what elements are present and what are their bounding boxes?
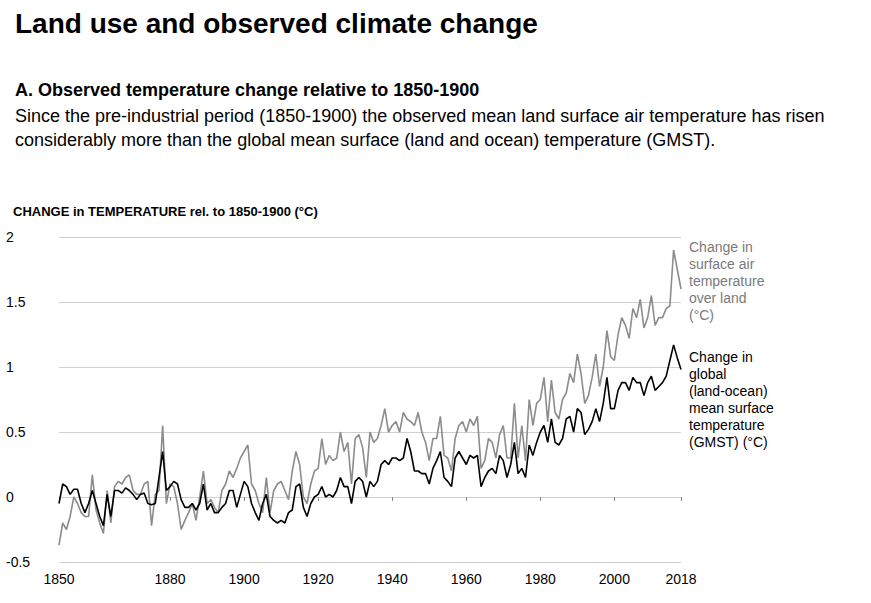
svg-text:surface air: surface air (689, 256, 758, 272)
svg-text:1900: 1900 (229, 571, 260, 587)
svg-text:1: 1 (6, 359, 14, 375)
svg-text:Since the pre-industrial perio: Since the pre-industrial period (1850-19… (15, 106, 829, 126)
svg-text:1850: 1850 (43, 571, 74, 587)
svg-text:2018: 2018 (665, 571, 696, 587)
svg-text:over land: over land (689, 290, 750, 306)
svg-text:(land-ocean): (land-ocean) (689, 383, 772, 399)
svg-text:2: 2 (6, 229, 14, 245)
svg-text:1960: 1960 (451, 571, 482, 587)
svg-text:2000: 2000 (599, 571, 630, 587)
svg-text:Change in: Change in (689, 239, 757, 255)
svg-text:CHANGE in TEMPERATURE rel. to: CHANGE in TEMPERATURE rel. to 1850-1900 … (13, 204, 318, 219)
svg-text:considerably more than the glo: considerably more than the global mean s… (15, 130, 715, 150)
svg-text:Change in: Change in (689, 349, 757, 365)
svg-text:temperature: temperature (689, 273, 768, 289)
svg-text:(GMST) (°C): (GMST) (°C) (689, 434, 768, 450)
svg-text:1920: 1920 (303, 571, 334, 587)
svg-text:mean surface: mean surface (689, 400, 778, 416)
svg-text:1940: 1940 (377, 571, 408, 587)
svg-text:global: global (689, 366, 730, 382)
svg-text:1980: 1980 (525, 571, 556, 587)
svg-text:-0.5: -0.5 (6, 554, 30, 570)
svg-text:A. Observed temperature change: A. Observed temperature change relative … (15, 80, 479, 100)
svg-text:1.5: 1.5 (6, 294, 26, 310)
svg-text:1880: 1880 (154, 571, 185, 587)
svg-text:0.5: 0.5 (6, 424, 26, 440)
svg-text:Land use and observed climate: Land use and observed climate change (15, 8, 538, 39)
svg-text:(°C): (°C) (689, 307, 714, 323)
svg-text:temperature: temperature (689, 417, 768, 433)
svg-text:0: 0 (6, 489, 14, 505)
